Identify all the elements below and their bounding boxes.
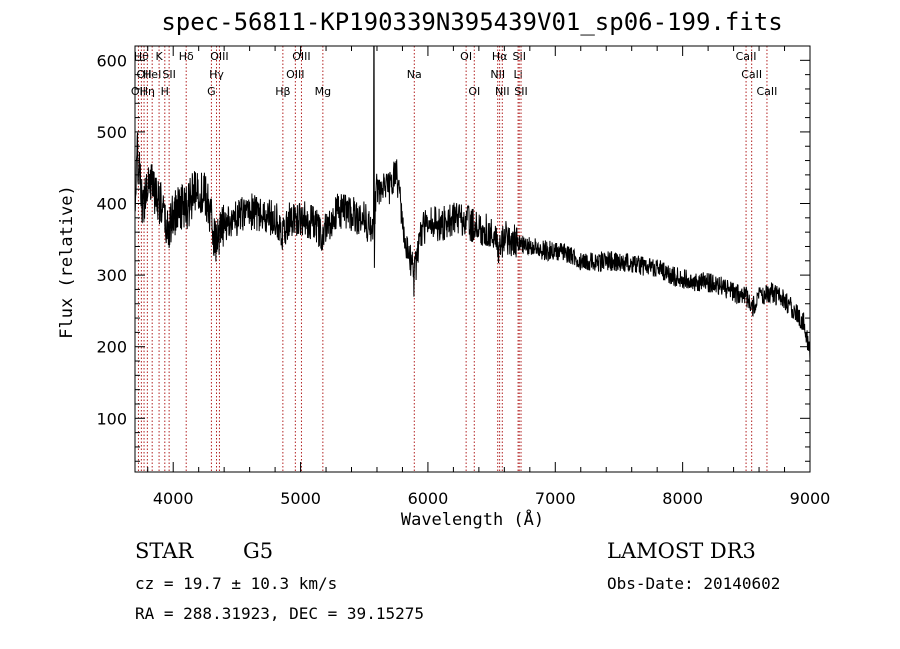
spectral-line-label: Hα bbox=[492, 50, 508, 63]
x-tick-label: 8000 bbox=[662, 489, 703, 508]
y-axis-label: Flux (relative) bbox=[57, 185, 77, 339]
spectral-subclass: G5 bbox=[243, 539, 274, 563]
object-type: STAR bbox=[135, 539, 194, 563]
spectrum-series bbox=[134, 45, 811, 364]
spectral-line-label: Hθ bbox=[134, 50, 149, 63]
spectral-line-label: CaII bbox=[741, 68, 762, 81]
spectral-line-label: NII bbox=[495, 85, 510, 98]
spectral-line-label: Hβ bbox=[275, 85, 290, 98]
spectral-line-label: OIII bbox=[286, 68, 304, 81]
obs-date: Obs-Date: 20140602 bbox=[607, 574, 781, 593]
x-tick-label: 5000 bbox=[280, 489, 321, 508]
spectral-line-label: Hδ bbox=[179, 50, 194, 63]
chart-title: spec-56811-KP190339N395439V01_sp06-199.f… bbox=[161, 8, 783, 36]
spectral-line-label: OI bbox=[468, 85, 480, 98]
coordinates: RA = 288.31923, DEC = 39.15275 bbox=[135, 604, 424, 623]
spectral-line-label: CaII bbox=[736, 50, 757, 63]
spectral-line-label: Li bbox=[514, 68, 523, 81]
redshift-readout: cz = 19.7 ± 10.3 km/s bbox=[135, 574, 338, 593]
spectral-line-label: CaII bbox=[756, 85, 777, 98]
x-tick-label: 6000 bbox=[408, 489, 449, 508]
plot-frame bbox=[134, 45, 811, 473]
spectral-line-label: SII bbox=[162, 68, 175, 81]
spectral-line-label: OIII bbox=[292, 50, 310, 63]
y-tick-label: 300 bbox=[96, 266, 127, 285]
spectral-line-label: H bbox=[161, 85, 169, 98]
spectral-line-label: G bbox=[207, 85, 216, 98]
survey-name: LAMOST DR3 bbox=[607, 539, 756, 563]
x-axis-label: Wavelength (Å) bbox=[400, 510, 545, 530]
y-tick-label: 500 bbox=[96, 123, 127, 142]
spectral-line-label: HeI bbox=[143, 68, 161, 81]
spectral-line-label: Na bbox=[407, 68, 422, 81]
y-tick-label: 400 bbox=[96, 195, 127, 214]
spectral-line-label: Mg bbox=[315, 85, 331, 98]
x-tick-label: 4000 bbox=[153, 489, 194, 508]
x-tick-label: 9000 bbox=[790, 489, 831, 508]
spectral-line-label: Hγ bbox=[209, 68, 224, 81]
spectral-line-label: K bbox=[155, 50, 163, 63]
spectral-line-label: SII bbox=[514, 85, 527, 98]
spectral-line-label: SII bbox=[512, 50, 525, 63]
spectral-line-label: Hη bbox=[140, 85, 155, 98]
spectral-line-label: OI bbox=[460, 50, 472, 63]
spectral-line-label: OIII bbox=[210, 50, 228, 63]
y-tick-label: 200 bbox=[96, 338, 127, 357]
spectral-line-label: NII bbox=[490, 68, 505, 81]
x-tick-label: 7000 bbox=[535, 489, 576, 508]
y-tick-label: 100 bbox=[96, 409, 127, 428]
y-tick-label: 600 bbox=[96, 51, 127, 70]
